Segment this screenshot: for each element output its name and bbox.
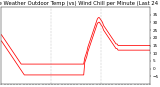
Title: Milwaukee Weather Outdoor Temp (vs) Wind Chill per Minute (Last 24 Hours): Milwaukee Weather Outdoor Temp (vs) Wind… <box>0 1 160 6</box>
